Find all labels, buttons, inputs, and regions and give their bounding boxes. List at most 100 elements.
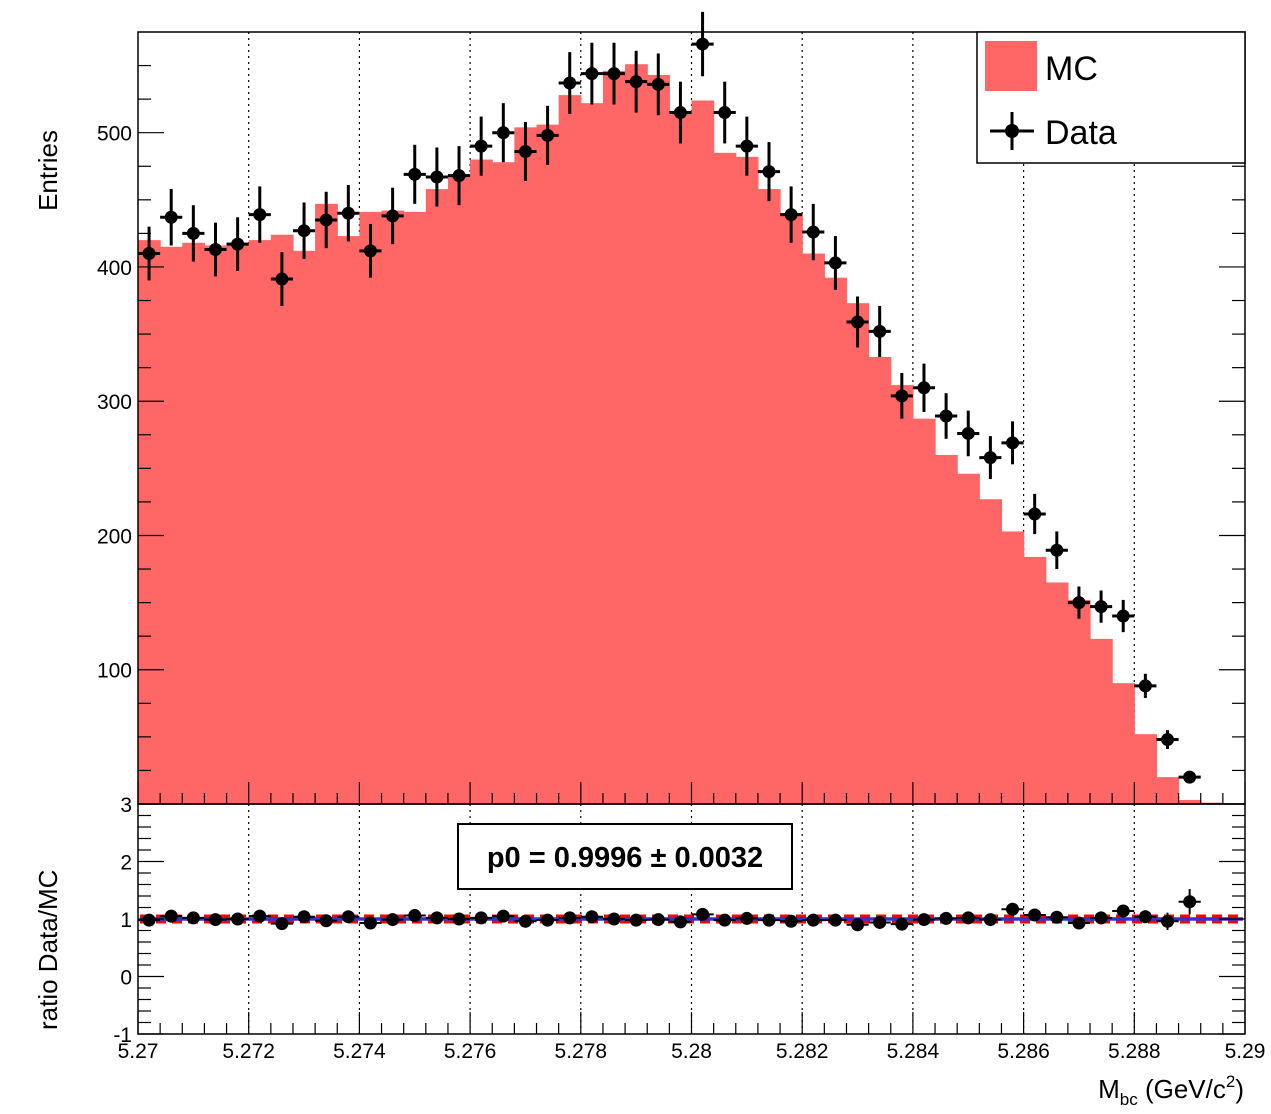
data-point-46	[1156, 730, 1179, 749]
data-point-25	[691, 11, 714, 77]
ratio-point-35	[912, 913, 936, 927]
data-marker-10	[363, 244, 377, 258]
ratio-marker-7	[297, 910, 311, 924]
legend-mc-swatch	[985, 41, 1037, 91]
ratio-marker-43	[1094, 911, 1108, 925]
ratio-point-39	[1001, 902, 1024, 916]
ratio-marker-41	[1050, 910, 1064, 924]
data-point-15	[470, 116, 493, 176]
mc-bin-23	[647, 74, 670, 804]
ratio-marker-23	[651, 913, 665, 927]
ratio-point-21	[602, 912, 626, 926]
mc-bin-11	[381, 210, 405, 804]
ratio-y-tick-label-1: 0	[120, 967, 132, 990]
ratio-point-23	[647, 913, 670, 927]
main-y-tick-label-3: 400	[97, 257, 132, 280]
data-point-0	[138, 226, 161, 281]
ratio-marker-12	[408, 909, 422, 923]
mc-bin-24	[669, 112, 693, 804]
ratio-point-37	[957, 911, 980, 925]
ratio-point-2	[182, 911, 205, 925]
data-point-33	[868, 305, 891, 357]
mc-bin-7	[292, 250, 316, 804]
data-point-20	[580, 42, 603, 105]
ratio-marker-32	[851, 918, 865, 932]
data-point-7	[292, 202, 316, 259]
ratio-marker-24	[673, 915, 687, 929]
data-point-40	[1023, 493, 1046, 535]
ratio-point-18	[536, 913, 559, 927]
mc-bin-26	[713, 152, 737, 804]
ratio-marker-29	[784, 914, 798, 928]
fit-result-text: p0 = 0.9996 ± 0.0032	[487, 842, 763, 874]
ratio-marker-9	[341, 910, 355, 924]
data-point-19	[558, 52, 581, 114]
data-marker-14	[452, 169, 466, 183]
data-marker-34	[895, 389, 909, 403]
x-axis-title-subscript: bc	[1120, 1090, 1138, 1109]
ratio-marker-26	[718, 913, 732, 927]
x-axis-title-superscript: 2	[1226, 1072, 1235, 1091]
data-marker-39	[1006, 436, 1020, 450]
mc-bin-15	[470, 159, 493, 804]
data-point-22	[625, 50, 648, 113]
ratio-point-14	[447, 912, 471, 926]
data-marker-20	[585, 67, 599, 81]
data-marker-29	[784, 208, 798, 222]
ratio-point-36	[935, 911, 958, 925]
x-axis-title-unit: (GeV/c	[1145, 1074, 1226, 1104]
mc-bin-41	[1045, 582, 1069, 804]
ratio-marker-33	[873, 915, 887, 929]
mc-bin-18	[536, 124, 560, 804]
data-marker-47	[1183, 770, 1197, 784]
data-point-13	[425, 147, 448, 207]
data-marker-9	[341, 206, 355, 220]
ratio-point-41	[1045, 910, 1068, 924]
ratio-marker-35	[917, 913, 931, 927]
ratio-point-1	[160, 909, 183, 923]
ratio-marker-13	[430, 911, 444, 925]
mc-bin-38	[979, 499, 1003, 804]
mc-histogram	[138, 64, 1224, 805]
ratio-point-33	[868, 915, 891, 929]
mc-bin-47	[1178, 799, 1202, 804]
ratio-marker-22	[629, 913, 643, 927]
data-point-45	[1134, 673, 1157, 698]
data-point-43	[1090, 590, 1113, 623]
ratio-y-tick-label-0: -1	[113, 1024, 132, 1047]
mc-bin-32	[846, 303, 870, 804]
x-tick-label-4: 5.278	[555, 1040, 608, 1063]
x-axis-title-close: )	[1235, 1074, 1244, 1104]
data-marker-2	[186, 226, 200, 240]
ratio-point-4	[226, 912, 249, 926]
x-tick-label-10: 5.29	[1225, 1040, 1266, 1063]
data-point-38	[979, 436, 1002, 480]
ratio-marker-2	[186, 911, 200, 925]
data-marker-46	[1161, 733, 1175, 747]
mc-bin-35	[912, 418, 936, 804]
data-point-5	[248, 186, 271, 243]
data-point-24	[669, 81, 692, 144]
ratio-marker-31	[828, 913, 842, 927]
ratio-marker-18	[541, 913, 555, 927]
ratio-marker-42	[1072, 916, 1086, 930]
data-marker-28	[762, 165, 776, 179]
ratio-point-31	[824, 913, 847, 927]
ratio-point-10	[359, 916, 382, 930]
ratio-point-13	[425, 911, 448, 925]
mc-bin-2	[182, 242, 206, 805]
data-point-34	[890, 373, 913, 419]
ratio-point-45	[1134, 910, 1157, 924]
ratio-marker-16	[496, 909, 510, 923]
ratio-point-27	[735, 911, 758, 925]
main-y-tick-label-2: 300	[97, 391, 132, 414]
ratio-point-15	[470, 911, 493, 925]
x-tick-label-9: 5.288	[1108, 1040, 1161, 1063]
mc-bin-40	[1023, 556, 1047, 804]
main-y-axis-title: Entries	[33, 130, 63, 211]
ratio-marker-38	[983, 913, 997, 927]
ratio-marker-44	[1116, 904, 1130, 918]
data-marker-26	[718, 106, 732, 120]
ratio-point-6	[270, 917, 293, 931]
ratio-point-42	[1067, 916, 1091, 930]
